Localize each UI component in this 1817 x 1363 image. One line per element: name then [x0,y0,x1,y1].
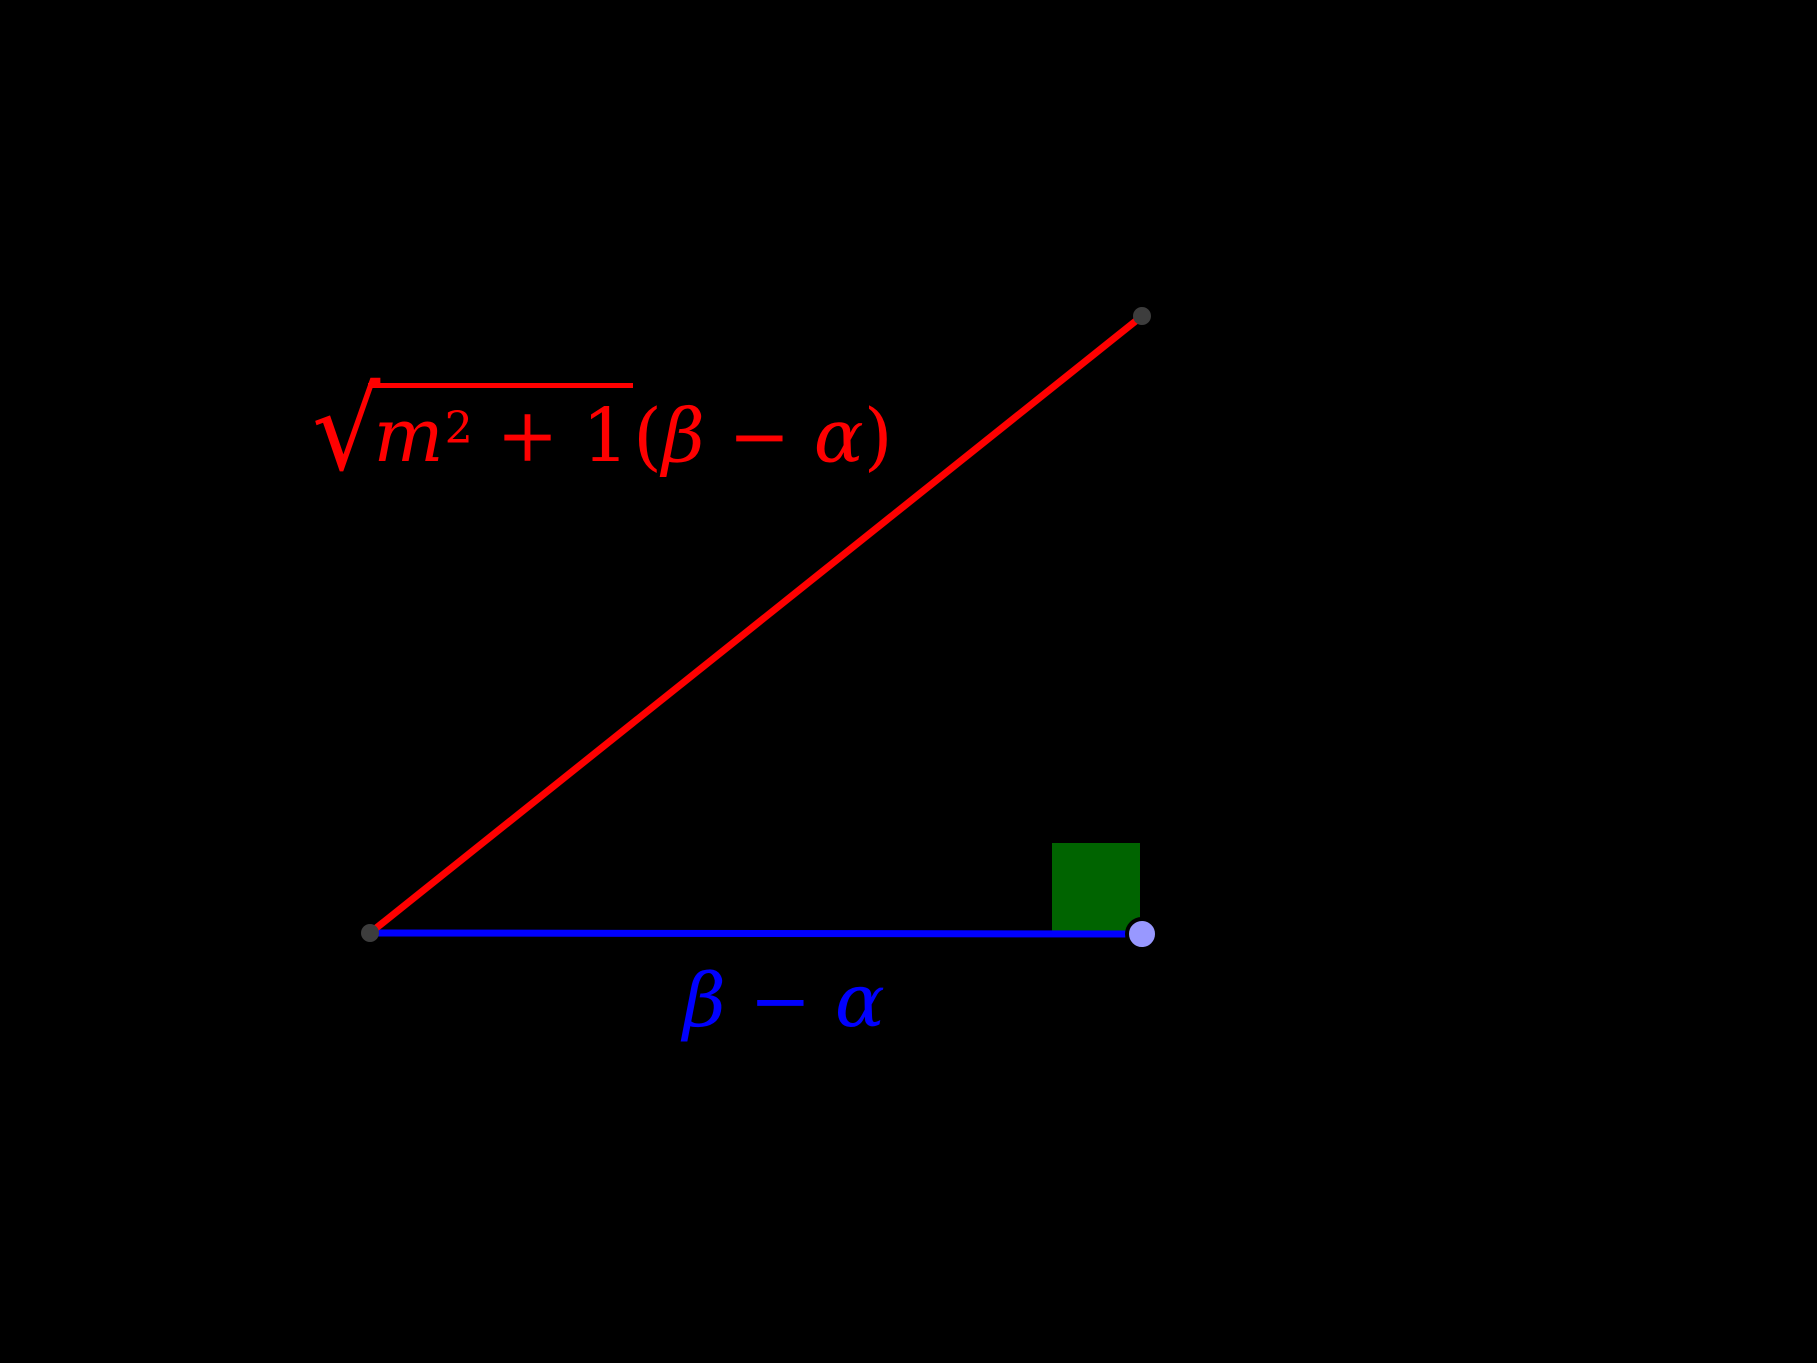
radicand-variable: m [373,393,444,480]
left-vertex-dot [361,924,379,942]
base-line [369,929,1143,938]
factor-close-paren: ) [863,393,893,480]
factor-body: β − α [661,393,864,480]
hypotenuse-line [367,313,1145,936]
base-label-text: β − α [683,958,885,1044]
radicand-exponent: 2 [444,402,473,454]
right-angle-marker [1052,843,1140,933]
radicand-group: m2 + 1 [367,383,634,483]
base-label: β − α [683,955,885,1048]
right-vertex-dot [1125,917,1159,951]
top-vertex-dot [1133,307,1151,325]
radicand-tail: + 1 [472,393,630,480]
radical-sign-glyph: √ [312,365,381,497]
hypotenuse-label: √m2 + 1(β − α) [312,374,893,487]
factor-open-paren: ( [633,393,662,480]
